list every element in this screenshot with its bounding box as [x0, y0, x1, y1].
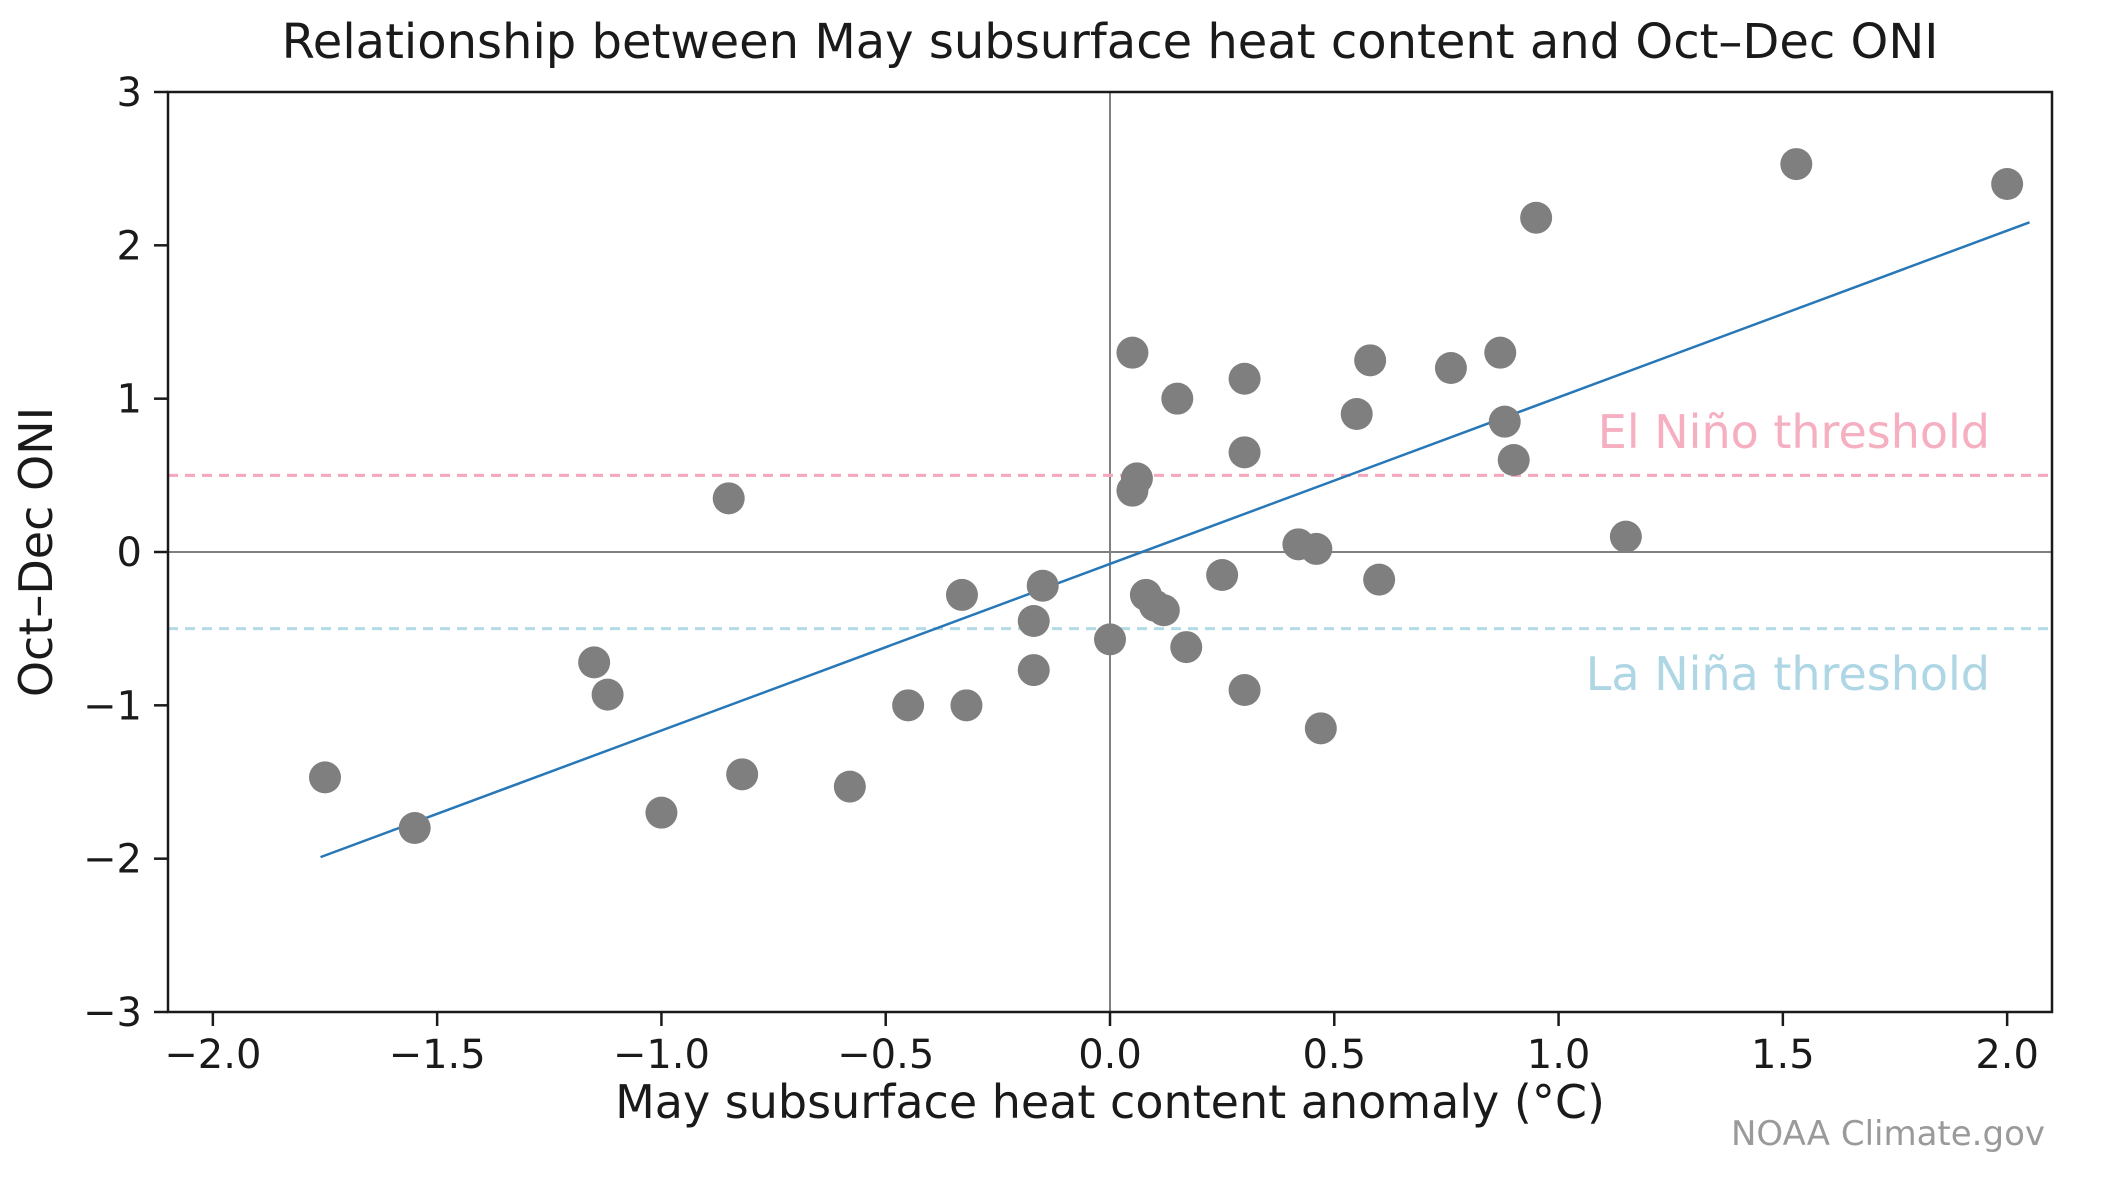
- scatter-point: [945, 578, 978, 611]
- scatter-point: [1116, 474, 1149, 507]
- scatter-point: [645, 796, 678, 829]
- scatter-point: [1609, 520, 1642, 553]
- scatter-point: [726, 758, 759, 791]
- y-tick-label: −3: [83, 990, 142, 1036]
- scatter-point: [1520, 201, 1553, 234]
- scatter-point: [1147, 594, 1180, 627]
- scatter-point: [398, 812, 431, 844]
- scatter-point: [833, 770, 866, 803]
- x-tick-label: −1.5: [389, 1032, 486, 1078]
- zero-lines-layer: [168, 92, 2052, 1012]
- y-tick-label: −1: [83, 683, 142, 729]
- axes-layer: −2.0 −1.5 −1.0 −0.5 0.0 0.5 1.0 1.5 2.0 −3 −2 −1 0 1 2…: [83, 70, 2054, 1078]
- scatter-point: [1116, 336, 1149, 369]
- scatter-point: [950, 689, 983, 722]
- scatter-point: [1094, 623, 1126, 656]
- scatter-point: [1991, 168, 2024, 200]
- x-tick-label: −2.0: [164, 1032, 261, 1078]
- y-tick-label: 1: [117, 377, 142, 423]
- y-axis-label: Oct–Dec ONI: [9, 407, 63, 697]
- y-tick-label: 2: [117, 223, 142, 269]
- la-nina-threshold-label: La Niña threshold: [1586, 647, 1990, 701]
- scatter-point: [1497, 444, 1530, 476]
- scatter-point: [1780, 148, 1813, 181]
- scatter-point: [1228, 674, 1261, 706]
- scatter-point: [1363, 563, 1396, 596]
- scatter-point: [1026, 569, 1059, 602]
- y-tick-label: −2: [83, 837, 142, 883]
- scatter-point: [1340, 398, 1373, 430]
- scatter-point: [712, 482, 745, 515]
- scatter-point: [1354, 344, 1387, 377]
- scatter-layer: [309, 148, 2024, 844]
- chart-title: Relationship between May subsurface heat…: [282, 14, 1939, 70]
- scatter-point: [1017, 654, 1050, 687]
- scatter-point: [591, 678, 624, 711]
- x-tick-label: 0.0: [1078, 1032, 1142, 1078]
- scatter-point: [892, 689, 925, 722]
- credit-attribution: NOAA Climate.gov: [1731, 1114, 2045, 1154]
- scatter-point: [1161, 382, 1194, 415]
- x-tick-label: 1.5: [1751, 1032, 1815, 1078]
- x-tick-label: 2.0: [1975, 1032, 2039, 1078]
- scatter-point: [309, 761, 341, 794]
- x-tick-label: −1.0: [613, 1032, 710, 1078]
- regression-line: [320, 221, 2031, 859]
- scatter-point: [1300, 532, 1333, 565]
- scatter-point: [1484, 336, 1517, 369]
- scatter-point: [1304, 712, 1337, 745]
- x-tick-label: −0.5: [837, 1032, 934, 1078]
- scatter-point: [1434, 352, 1467, 384]
- scatter-point: [1017, 605, 1050, 637]
- x-tick-label: 1.0: [1527, 1032, 1591, 1078]
- y-tick-label: 3: [117, 70, 142, 116]
- scatter-point: [1488, 405, 1521, 438]
- scatter-point: [578, 646, 611, 679]
- el-nino-threshold-label: El Niño threshold: [1598, 405, 1990, 459]
- scatter-point: [1228, 436, 1261, 469]
- scatter-point: [1170, 631, 1203, 664]
- x-axis-label: May subsurface heat content anomaly (°C): [615, 1075, 1605, 1129]
- y-tick-label: 0: [117, 530, 142, 576]
- x-tick-label: 0.5: [1302, 1032, 1366, 1078]
- regression-layer: [320, 221, 2031, 859]
- scatter-point: [1206, 559, 1239, 591]
- scatter-point: [1228, 362, 1261, 395]
